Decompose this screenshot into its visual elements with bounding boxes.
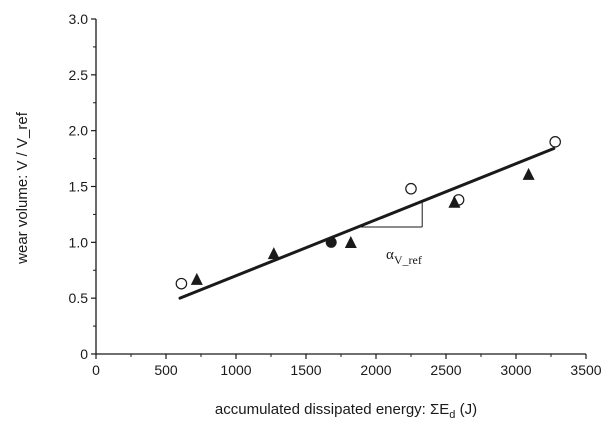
y-tick-label: 2.0: [69, 123, 89, 139]
x-axis-label: accumulated dissipated energy: ΣEd (J): [215, 401, 477, 421]
fit-line: [178, 147, 556, 300]
filled-triangle-marker: [448, 195, 461, 208]
x-tick-label: 1500: [290, 362, 321, 378]
x-tick-label: 500: [154, 362, 178, 378]
slope-annotation-alpha: α: [386, 247, 394, 263]
filled-triangle-marker: [522, 167, 535, 180]
data-markers: [175, 136, 561, 290]
y-axis-label: wear volume: V / V_ref: [14, 111, 31, 265]
filled-triangle-marker: [190, 272, 203, 285]
x-axis-ticks: 0 500 1000 1500 2000 2500 3000 3500: [92, 354, 602, 378]
plot-area: [178, 147, 556, 300]
x-tick-label: 3000: [500, 362, 531, 378]
y-tick-label: 0.5: [69, 290, 89, 306]
open-circle-marker: [405, 182, 417, 195]
slope-annotation: αV_ref: [386, 247, 422, 267]
slope-annotation-subscript: V_ref: [394, 253, 422, 267]
y-tick-label: 2.5: [69, 67, 89, 83]
x-axis-label-main: accumulated dissipated energy: ΣE: [215, 401, 449, 418]
filled-triangle-marker: [267, 247, 280, 260]
axes: [95, 19, 586, 355]
filled-circle-marker: [325, 236, 337, 248]
x-tick-label: 0: [92, 362, 100, 378]
open-circle-marker: [175, 277, 188, 290]
y-tick-label: 0: [80, 346, 88, 362]
x-tick-label: 2000: [360, 362, 391, 378]
x-tick-label: 1000: [220, 362, 251, 378]
y-tick-label: 1.0: [69, 234, 89, 250]
y-tick-label: 3.0: [69, 11, 89, 27]
y-tick-label: 1.5: [69, 179, 89, 195]
filled-triangle-marker: [344, 236, 357, 249]
x-tick-label: 3500: [570, 362, 601, 378]
x-tick-label: 2500: [430, 362, 461, 378]
y-axis-ticks: 0 0.5 1.0 1.5 2.0 2.5 3.0: [69, 11, 96, 362]
x-axis-label-unit: (J): [455, 401, 477, 418]
open-circle-marker: [549, 136, 561, 148]
x-axis-label-subscript: d: [449, 409, 455, 421]
